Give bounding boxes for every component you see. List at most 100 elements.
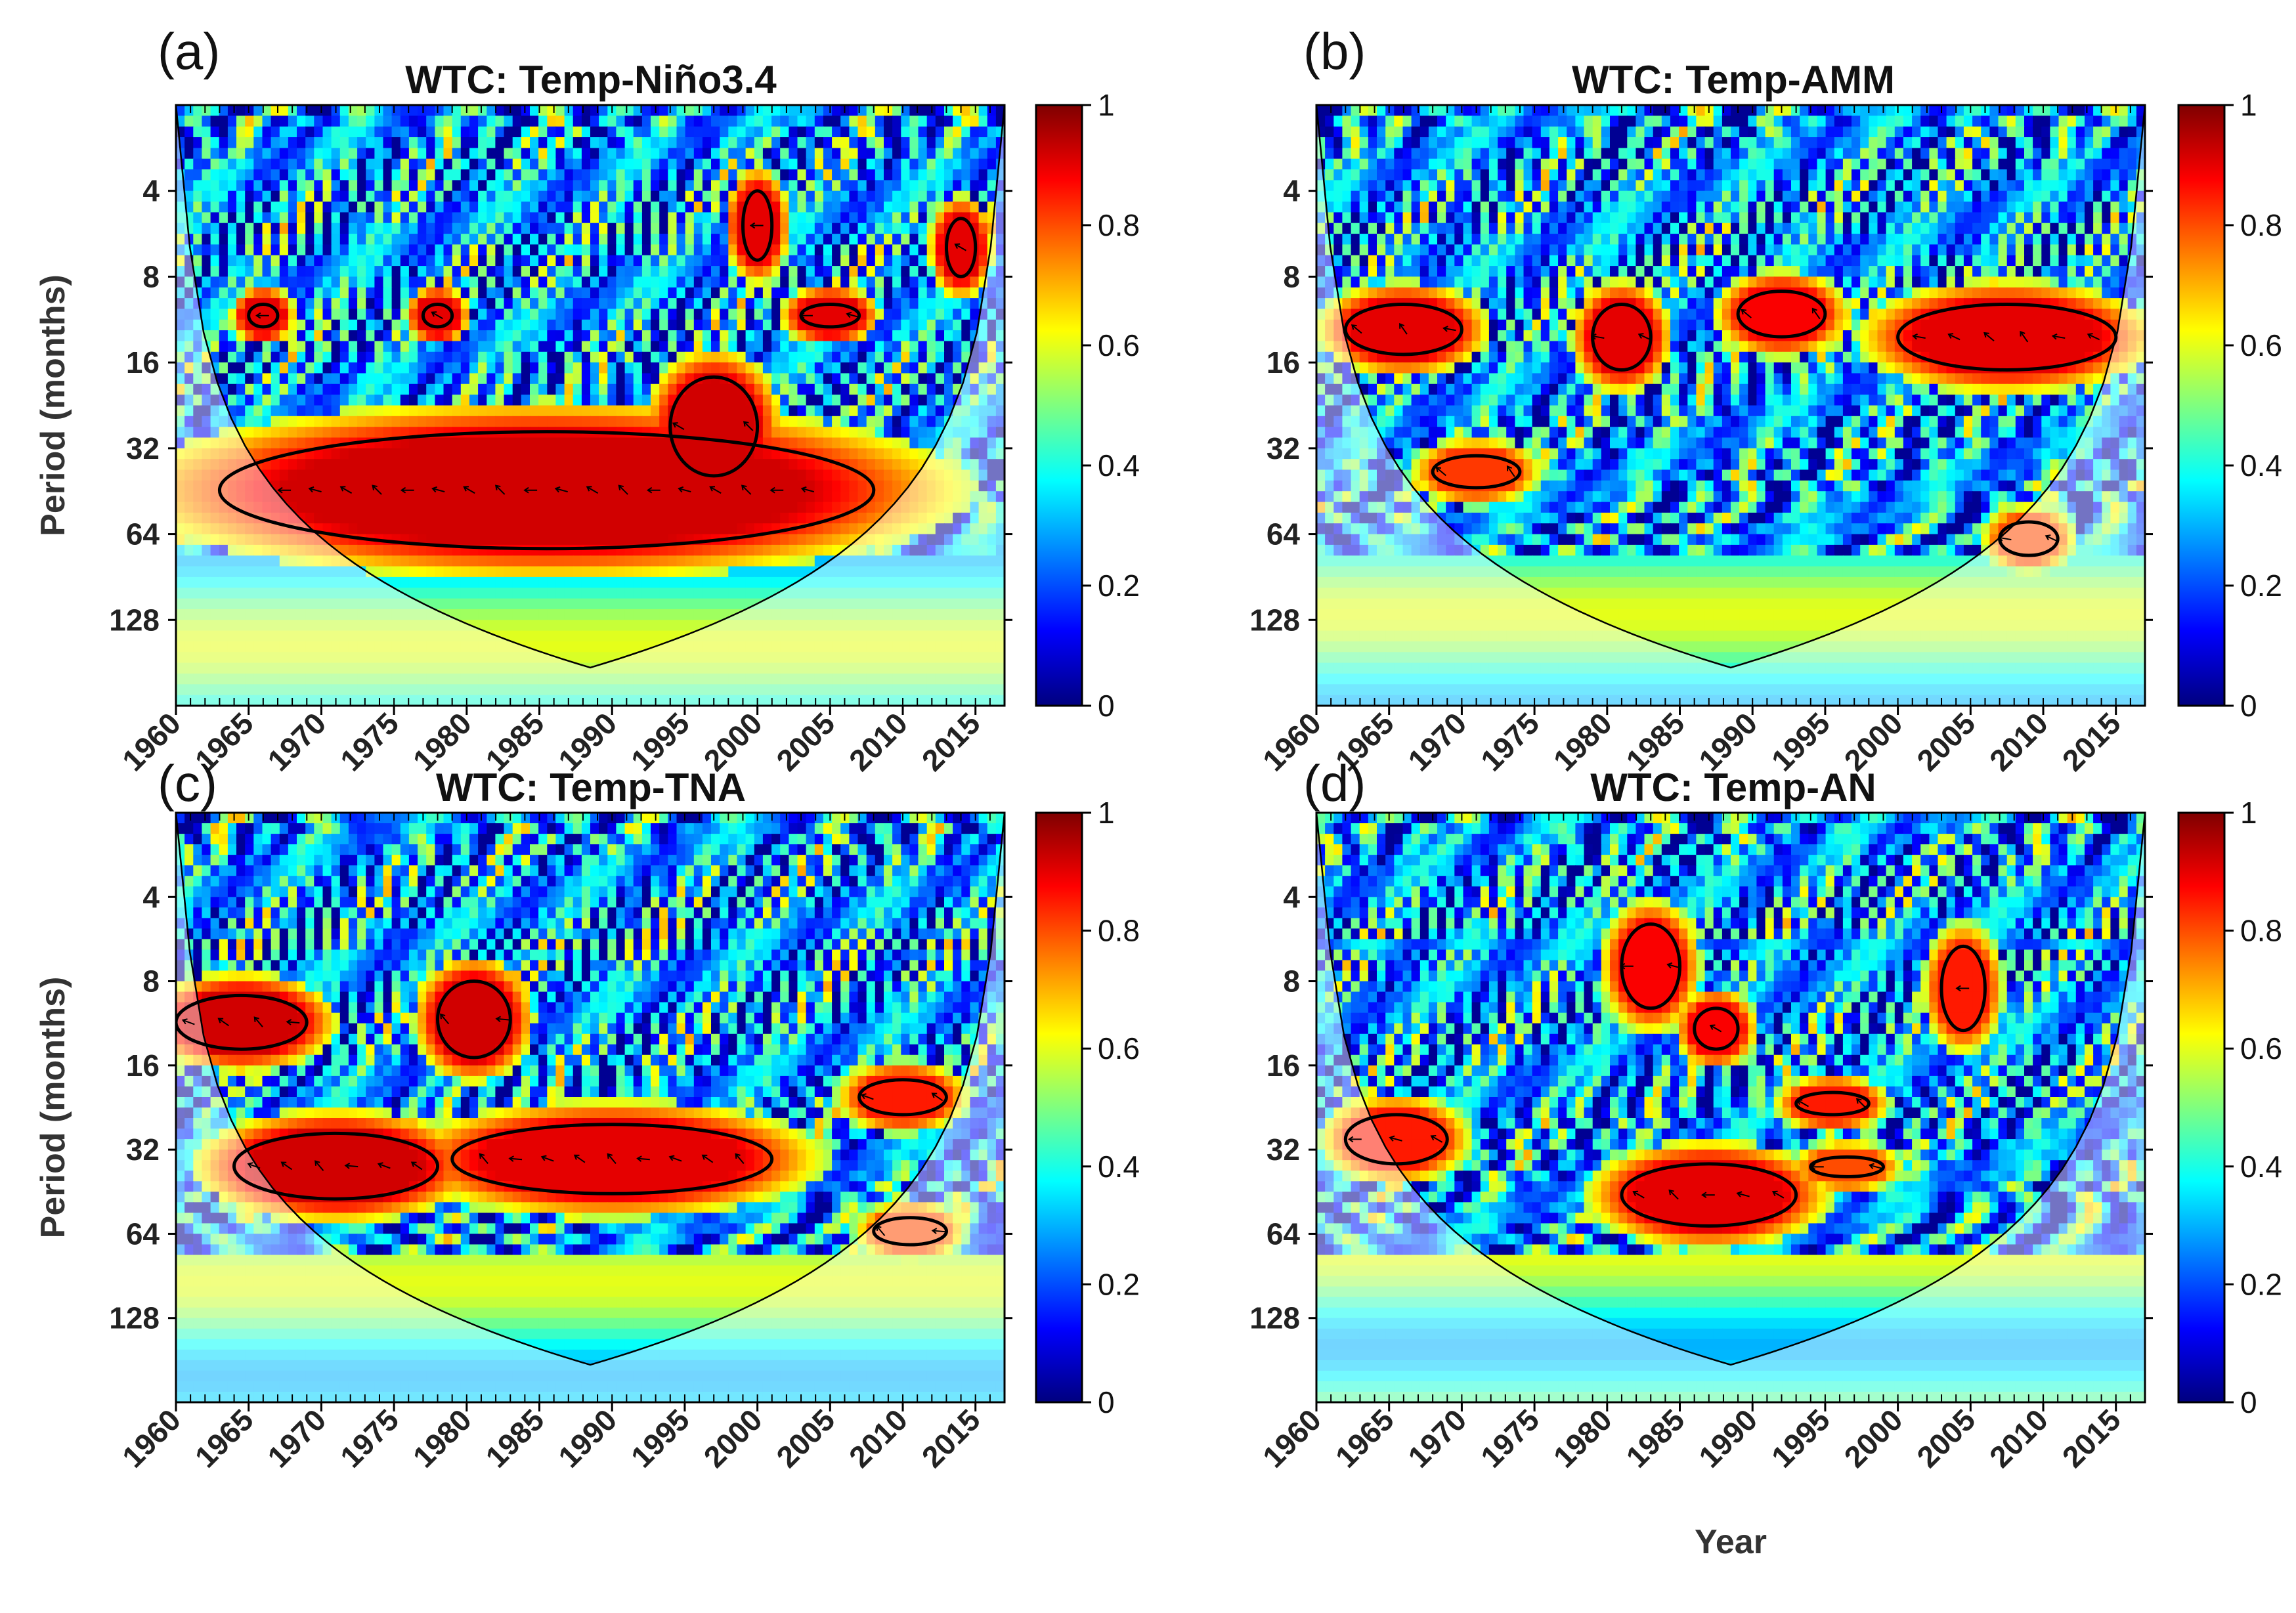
x-tick-label: 1980 (406, 1402, 478, 1474)
phase-arrow (678, 486, 691, 493)
x-tick-label: 1970 (261, 706, 332, 777)
x-tick-label: 1970 (261, 1402, 332, 1474)
phase-arrows (1809, 1163, 1882, 1171)
colorbar-tick-label: 0 (2240, 689, 2257, 723)
phase-arrow (1442, 326, 1456, 332)
x-tick-label: 2015 (2056, 1402, 2127, 1474)
phase-arrow (2087, 333, 2100, 341)
phase-arrow (495, 1016, 509, 1023)
phase-arrows (431, 311, 443, 320)
y-tick-label: 8 (142, 964, 160, 999)
phase-arrow (954, 243, 966, 251)
phase-arrow (1430, 1134, 1443, 1143)
phase-arrows (1351, 323, 1456, 335)
x-tick-label: 2010 (1983, 1402, 2054, 1474)
phase-arrow (799, 312, 813, 319)
phase-arrow (876, 1225, 886, 1236)
phase-arrow (1668, 1189, 1679, 1200)
minor-ticks (175, 105, 1005, 706)
panels: 1960 1965 1970 1975 1980 1985 1990 1995 2000 2005… (34, 22, 2282, 1561)
x-tick-label: 1960 (116, 1402, 187, 1474)
y-tick-label: 32 (126, 1132, 160, 1167)
colorbar-tick-label: 0.2 (2240, 569, 2282, 603)
significance-contour (1794, 1090, 1871, 1117)
x-tick-label: 1965 (1329, 1402, 1400, 1474)
phase-arrow (440, 1013, 450, 1025)
phase-arrow (1637, 333, 1651, 341)
phase-arrow (1619, 962, 1634, 970)
phase-arrows (1347, 1134, 1443, 1143)
phase-arrows (1435, 465, 1515, 477)
minor-ticks (175, 813, 1005, 1402)
y-tick-label: 64 (126, 517, 160, 551)
phase-arrow (1709, 1024, 1722, 1033)
significance-contour (176, 993, 309, 1051)
colorbar-tick-label: 0.8 (2240, 208, 2282, 242)
significance-contour (1693, 1006, 1740, 1051)
phase-arrow (860, 1093, 874, 1100)
colorbar-tick-label: 0 (1098, 689, 1115, 723)
phase-arrow (372, 484, 382, 495)
colorbar-tick-label: 0.6 (2240, 1031, 2282, 1065)
phase-arrow (931, 1092, 943, 1102)
x-tick-label: 1990 (1692, 1402, 1764, 1474)
phase-arrow (1435, 467, 1446, 477)
y-tick-label: 32 (126, 431, 160, 465)
significance-contour (1431, 454, 1522, 490)
phase-arrows (749, 222, 764, 229)
phase-arrow (749, 222, 764, 229)
y-tick-label: 16 (126, 1048, 160, 1083)
phase-arrow (646, 486, 661, 494)
y-tick-label: 64 (1267, 1216, 1301, 1251)
x-tick-label: 2000 (697, 1402, 769, 1474)
phase-arrow (540, 1155, 554, 1162)
coi-shade (176, 813, 1005, 1402)
phase-arrow (846, 311, 859, 318)
phase-arrows (860, 1092, 943, 1102)
phase-arrow (1796, 1099, 1809, 1108)
phase-arrows (255, 312, 269, 319)
phase-arrow (181, 1018, 195, 1025)
phase-arrow (1983, 332, 1995, 342)
significance-contour (741, 189, 774, 262)
x-tick-label: 1960 (1256, 1402, 1328, 1474)
y-tick-label: 4 (142, 880, 160, 914)
phase-arrow (1389, 1135, 1402, 1142)
panel-b: 1960 1965 1970 1975 1980 1985 1990 1995 2000 2005… (1249, 22, 2282, 865)
x-tick-label: 2010 (842, 706, 914, 777)
phase-arrow (741, 484, 752, 495)
panel-title: WTC: Temp-AMM (1572, 58, 1895, 102)
phase-arrow (377, 1162, 391, 1169)
colorbar-tick-label: 1 (1098, 88, 1115, 122)
x-tick-label: 2015 (915, 706, 987, 777)
phase-arrows (479, 1153, 745, 1165)
colorbar-tick-label: 0 (1098, 1385, 1115, 1419)
coherence-field (1316, 813, 2145, 1402)
phase-arrow (743, 421, 754, 431)
phase-arrow (479, 1153, 488, 1165)
phase-arrow (1590, 333, 1605, 340)
plot-frame (1315, 104, 2146, 707)
phase-arrow (607, 1153, 617, 1165)
colorbar-tick-label: 0.8 (1098, 914, 1140, 948)
significance-contour (1896, 303, 2118, 372)
phase-arrows (440, 1013, 509, 1025)
x-tick-label: 2005 (769, 1402, 841, 1474)
phase-arrow (1771, 1190, 1785, 1199)
x-tick-label: 1975 (334, 1402, 405, 1474)
x-tick-label: 1995 (1765, 1402, 1836, 1474)
phase-arrow (800, 486, 815, 493)
phase-arrows (181, 1016, 300, 1027)
x-axis-label: Year (1695, 1523, 1767, 1561)
phase-arrows (1955, 985, 1970, 992)
phase-arrow (769, 486, 784, 494)
y-tick-label: 128 (1249, 1301, 1300, 1335)
phase-arrows (1619, 962, 1680, 970)
phase-arrow (1947, 333, 1960, 341)
significance-contour (217, 430, 876, 551)
phase-arrow (1809, 1163, 1824, 1171)
phase-arrow (494, 484, 506, 495)
phase-arrow (1351, 324, 1362, 334)
phase-arrow (701, 1154, 714, 1163)
colorbar-tick-label: 1 (2240, 88, 2257, 122)
